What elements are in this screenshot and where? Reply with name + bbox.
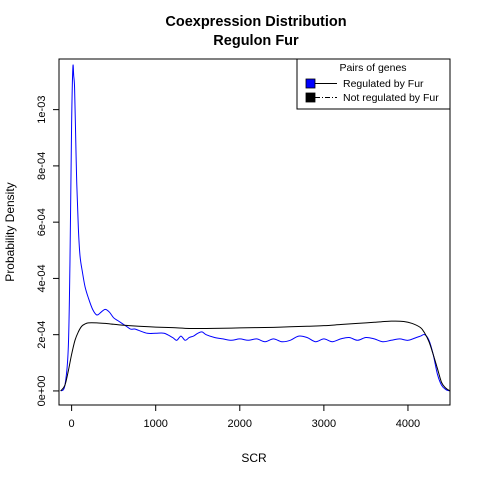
chart-title: Coexpression Distribution [165,14,346,30]
x-axis: 0 1000 2000 3000 4000 [69,405,420,430]
legend-title: Pairs of genes [339,62,406,74]
y-axis-label: Probability Density [3,182,17,281]
y-tick-label: 1e-03 [36,96,48,124]
y-tick-label: 8e-04 [36,152,48,180]
x-tick-label: 0 [69,418,75,430]
legend-swatch-not-regulated [305,92,316,103]
legend-entry-not-regulated: Not regulated by Fur [343,92,439,104]
x-tick-label: 1000 [143,418,167,430]
plot-frame [58,58,451,406]
x-tick-label: 4000 [396,418,420,430]
y-tick-label: 4e-04 [36,264,48,292]
series-line-regulated [60,64,450,392]
legend-swatch-regulated [305,78,316,89]
y-axis: 0e+00 2e-04 4e-04 6e-04 8e-04 1e-03 [36,96,59,406]
y-tick-label: 0e+00 [36,375,48,406]
legend: Pairs of genes Regulated by Fur Not regu… [296,58,451,110]
x-axis-label: SCR [241,451,267,465]
x-tick-label: 3000 [312,418,336,430]
y-tick-label: 6e-04 [36,208,48,236]
x-tick-label: 2000 [228,418,252,430]
y-tick-label: 2e-04 [36,321,48,349]
series-line-not-regulated [60,320,450,392]
chart-subtitle: Regulon Fur [213,33,299,49]
legend-entry-regulated: Regulated by Fur [343,78,424,90]
